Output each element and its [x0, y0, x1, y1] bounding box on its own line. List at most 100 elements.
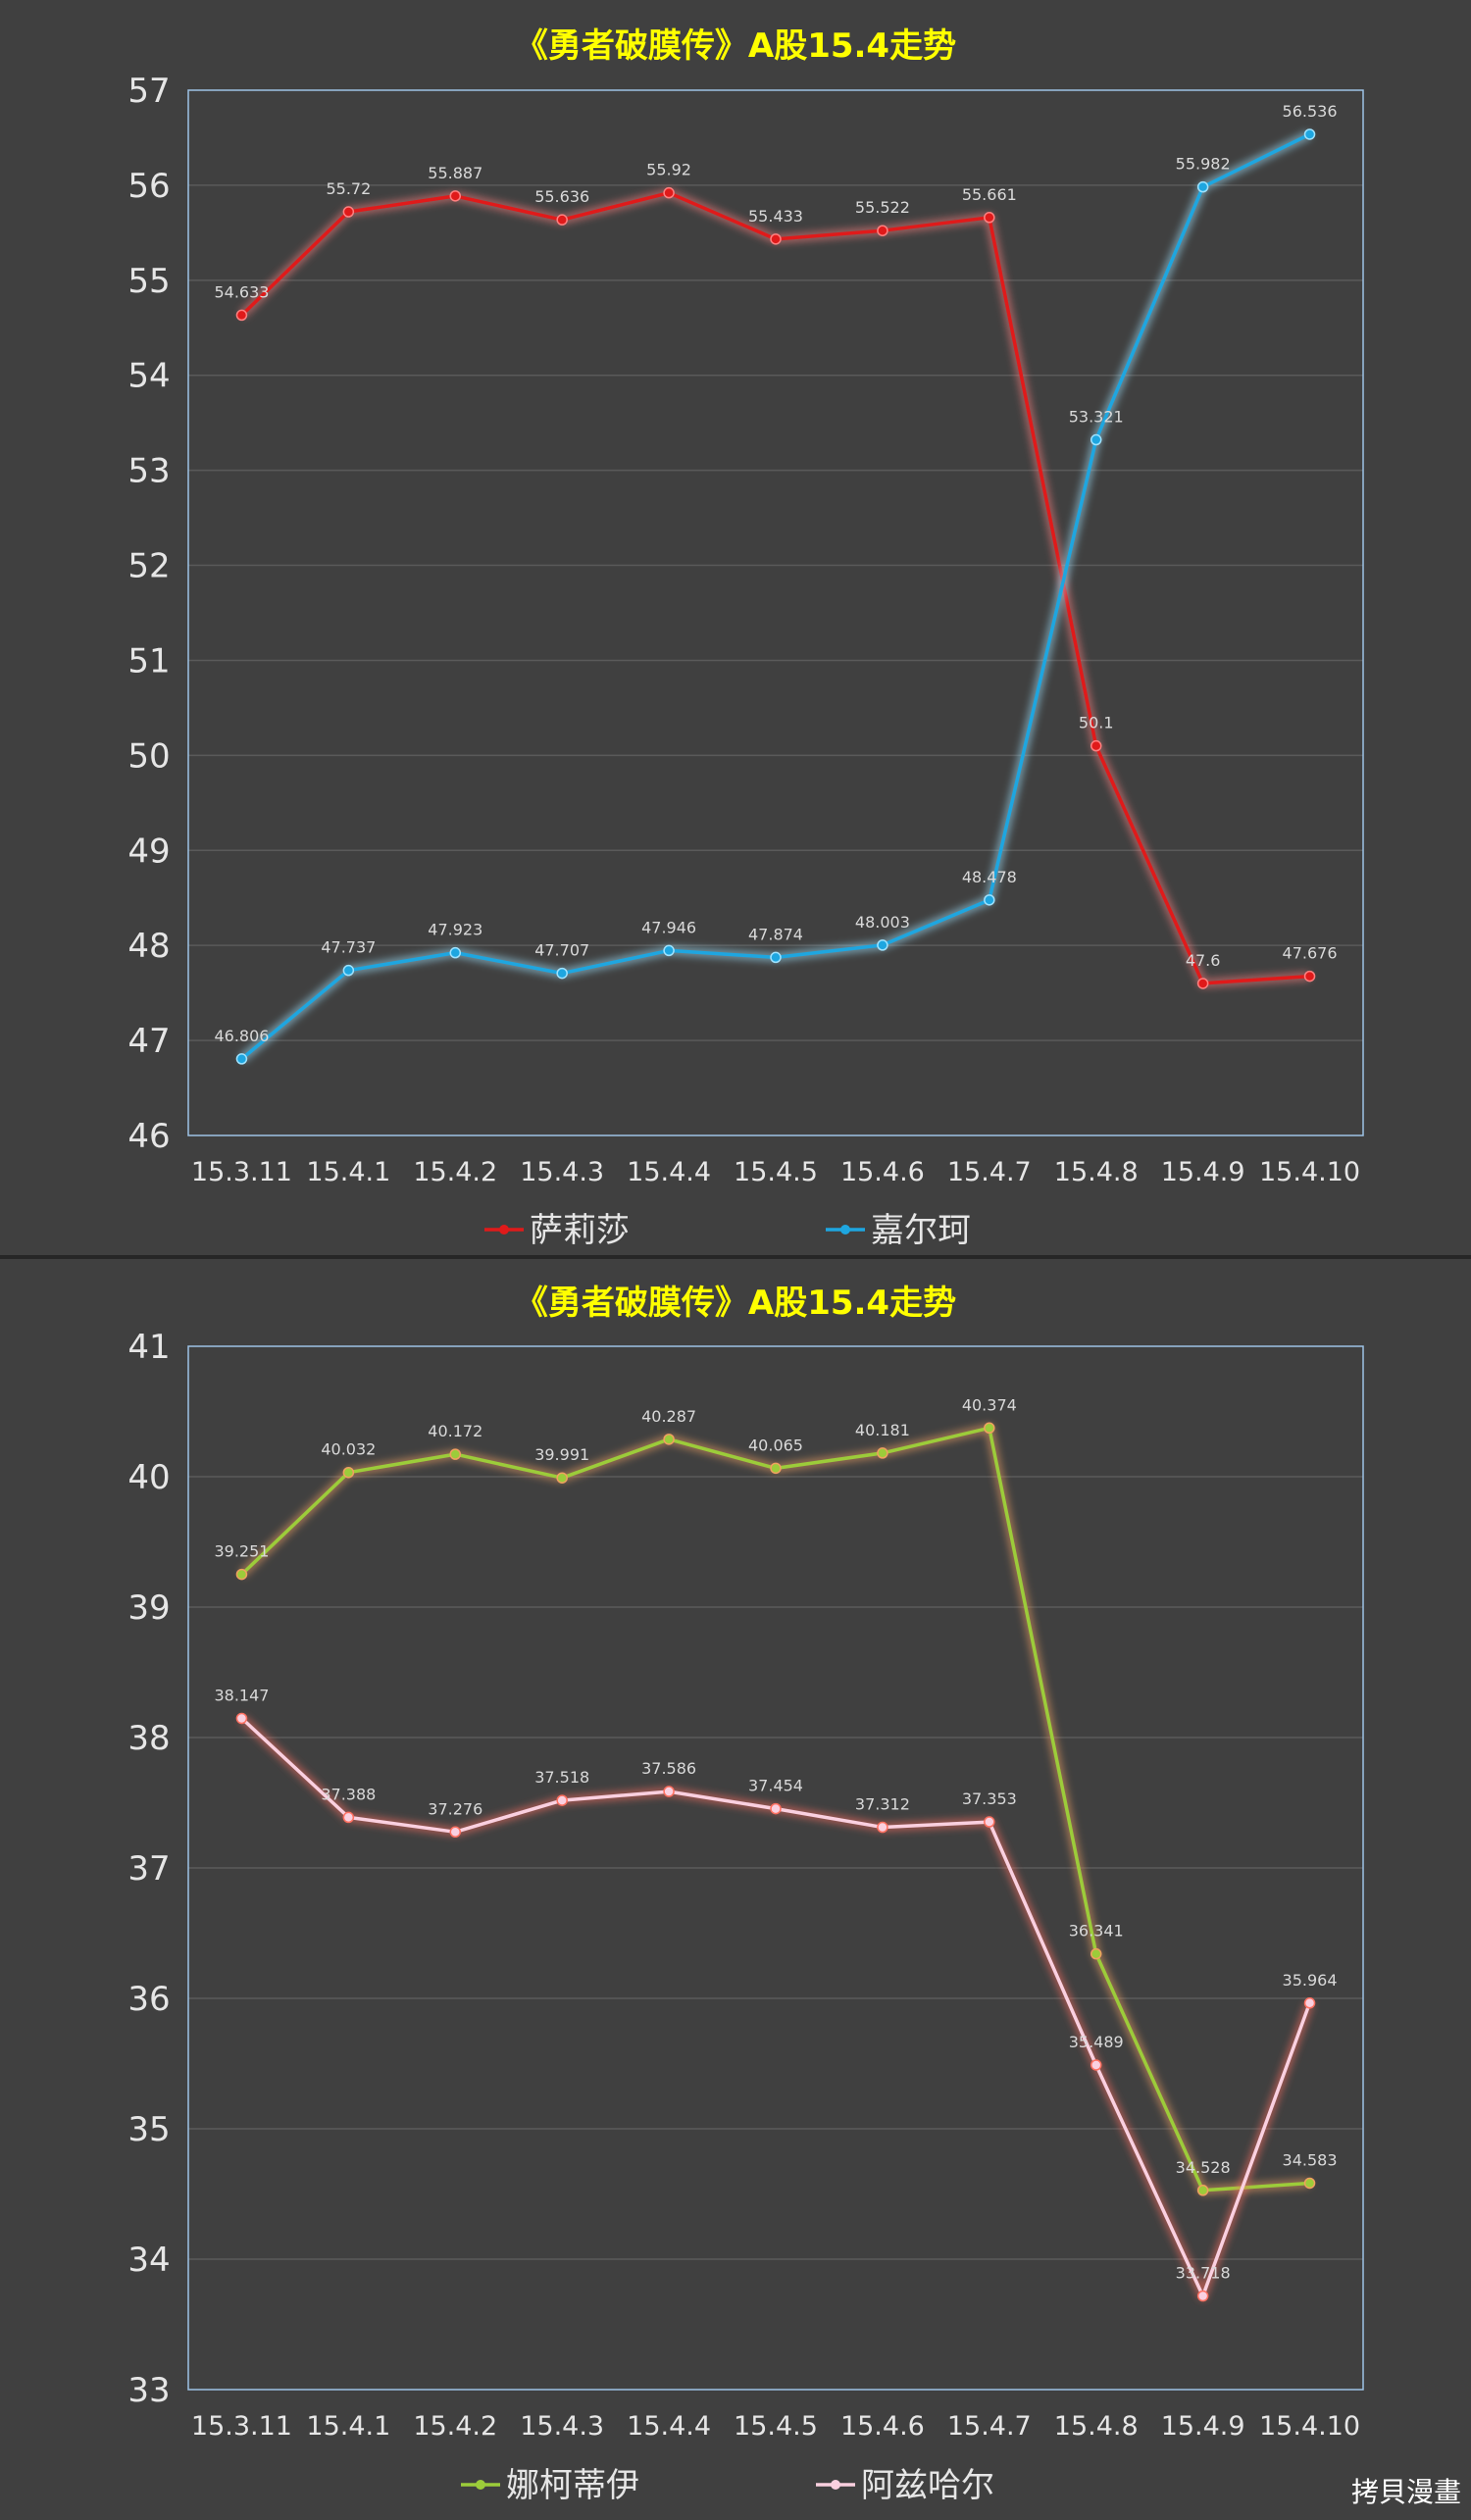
x-tick-label: 15.4.2 — [413, 1157, 497, 1187]
data-point — [663, 1434, 675, 1445]
data-point — [342, 1466, 355, 1479]
data-label: 55.92 — [646, 161, 691, 179]
data-point — [1196, 180, 1209, 193]
data-point — [556, 1472, 568, 1484]
data-point — [1303, 970, 1316, 983]
data-label: 55.661 — [962, 185, 1017, 204]
legend-marker — [476, 2480, 485, 2490]
data-label: 55.522 — [855, 198, 910, 217]
legend-marker — [499, 1225, 509, 1235]
data-label: 37.454 — [748, 1777, 803, 1795]
data-label: 47.946 — [641, 918, 696, 936]
y-tick-label: 41 — [127, 1328, 170, 1367]
data-label: 40.181 — [855, 1421, 910, 1439]
x-tick-label: 15.4.10 — [1259, 2411, 1360, 2442]
plot-border — [187, 89, 1364, 1136]
data-label: 48.003 — [855, 913, 910, 932]
data-label: 47.707 — [534, 941, 589, 960]
data-point — [1196, 2185, 1209, 2196]
x-tick-label: 15.4.10 — [1259, 1157, 1360, 1187]
y-tick-label: 51 — [127, 641, 170, 680]
data-label: 53.321 — [1069, 408, 1124, 427]
legend-label: 嘉尔珂 — [871, 1211, 971, 1250]
data-point — [1196, 2290, 1209, 2302]
y-tick-label: 55 — [127, 262, 170, 301]
data-point — [1090, 2059, 1102, 2071]
data-label: 55.982 — [1176, 155, 1231, 174]
y-tick-label: 49 — [127, 832, 170, 871]
data-point — [984, 894, 995, 906]
data-label: 55.433 — [748, 207, 803, 226]
data-point — [984, 212, 995, 224]
data-point — [877, 939, 888, 951]
y-tick-label: 34 — [127, 2241, 170, 2280]
data-label: 46.806 — [214, 1027, 269, 1045]
data-label: 37.586 — [641, 1759, 696, 1778]
data-label: 56.536 — [1283, 102, 1338, 121]
x-tick-label: 15.4.3 — [520, 2411, 604, 2442]
data-point — [663, 186, 675, 199]
legend-marker — [831, 2480, 840, 2490]
y-tick-label: 47 — [127, 1022, 170, 1061]
data-label: 36.341 — [1069, 1922, 1124, 1940]
data-point — [1303, 128, 1316, 140]
data-label: 37.312 — [855, 1795, 910, 1814]
data-point — [1303, 2177, 1316, 2190]
x-tick-label: 15.4.2 — [413, 2411, 497, 2442]
y-tick-label: 50 — [127, 736, 170, 776]
data-label: 47.737 — [321, 938, 376, 957]
data-label: 38.147 — [214, 1686, 269, 1704]
y-tick-label: 52 — [127, 547, 170, 586]
data-label: 40.374 — [962, 1395, 1017, 1414]
x-tick-label: 15.4.5 — [734, 2411, 818, 2442]
data-label: 40.065 — [748, 1436, 803, 1454]
data-label: 34.583 — [1283, 2150, 1338, 2169]
legend-label: 娜柯蒂伊 — [506, 2466, 639, 2505]
data-label: 54.633 — [214, 282, 269, 301]
legend-label: 阿兹哈尔 — [861, 2466, 994, 2505]
data-point — [556, 967, 568, 980]
data-point — [877, 1821, 888, 1834]
data-point — [1090, 433, 1102, 446]
y-tick-label: 38 — [127, 1719, 170, 1758]
x-tick-label: 15.4.5 — [734, 1157, 818, 1187]
y-tick-label: 53 — [127, 452, 170, 491]
data-point — [1090, 739, 1102, 752]
data-point — [877, 1447, 888, 1459]
data-point — [770, 1462, 782, 1475]
data-point — [984, 1422, 995, 1435]
data-point — [1090, 1947, 1102, 1960]
plot-border — [187, 1345, 1364, 2391]
data-point — [449, 190, 462, 202]
series-line-嘉尔珂 — [240, 132, 1311, 1061]
x-tick-label: 15.4.3 — [520, 1157, 604, 1187]
x-tick-label: 15.4.7 — [947, 2411, 1032, 2442]
data-label: 47.6 — [1186, 951, 1221, 970]
data-point — [449, 946, 462, 959]
chart-panel-2: 《勇者破膜传》A股15.4走势 33 34 35 36 37 38 39 40 41 15.3.11… — [0, 1259, 1471, 2520]
data-point — [342, 964, 355, 977]
data-point — [556, 1794, 568, 1806]
data-point — [663, 944, 675, 957]
data-label: 40.287 — [641, 1407, 696, 1426]
y-tick-label: 35 — [127, 2110, 170, 2149]
data-label: 40.172 — [428, 1422, 482, 1440]
data-label: 55.887 — [428, 164, 482, 182]
data-label: 47.676 — [1283, 944, 1338, 963]
x-tick-label: 15.4.6 — [840, 2411, 925, 2442]
x-tick-label: 15.4.9 — [1161, 2411, 1245, 2442]
data-label: 37.353 — [962, 1789, 1017, 1808]
data-point — [235, 1053, 248, 1065]
x-tick-label: 15.4.4 — [627, 2411, 711, 2442]
x-tick-label: 15.4.1 — [306, 1157, 390, 1187]
y-tick-label: 46 — [127, 1117, 170, 1156]
data-label: 39.251 — [214, 1542, 269, 1561]
data-label: 55.72 — [326, 179, 371, 198]
data-label: 47.874 — [748, 925, 803, 943]
data-label: 40.032 — [321, 1440, 376, 1459]
y-tick-label: 36 — [127, 1980, 170, 2019]
chart-panel-1: 《勇者破膜传》A股15.4走势 46 47 48 49 50 51 52 53 54 55 56 57 1… — [0, 0, 1471, 1255]
x-tick-label: 15.3.11 — [191, 1157, 292, 1187]
data-label: 48.478 — [962, 868, 1017, 886]
data-label: 47.923 — [428, 921, 482, 939]
